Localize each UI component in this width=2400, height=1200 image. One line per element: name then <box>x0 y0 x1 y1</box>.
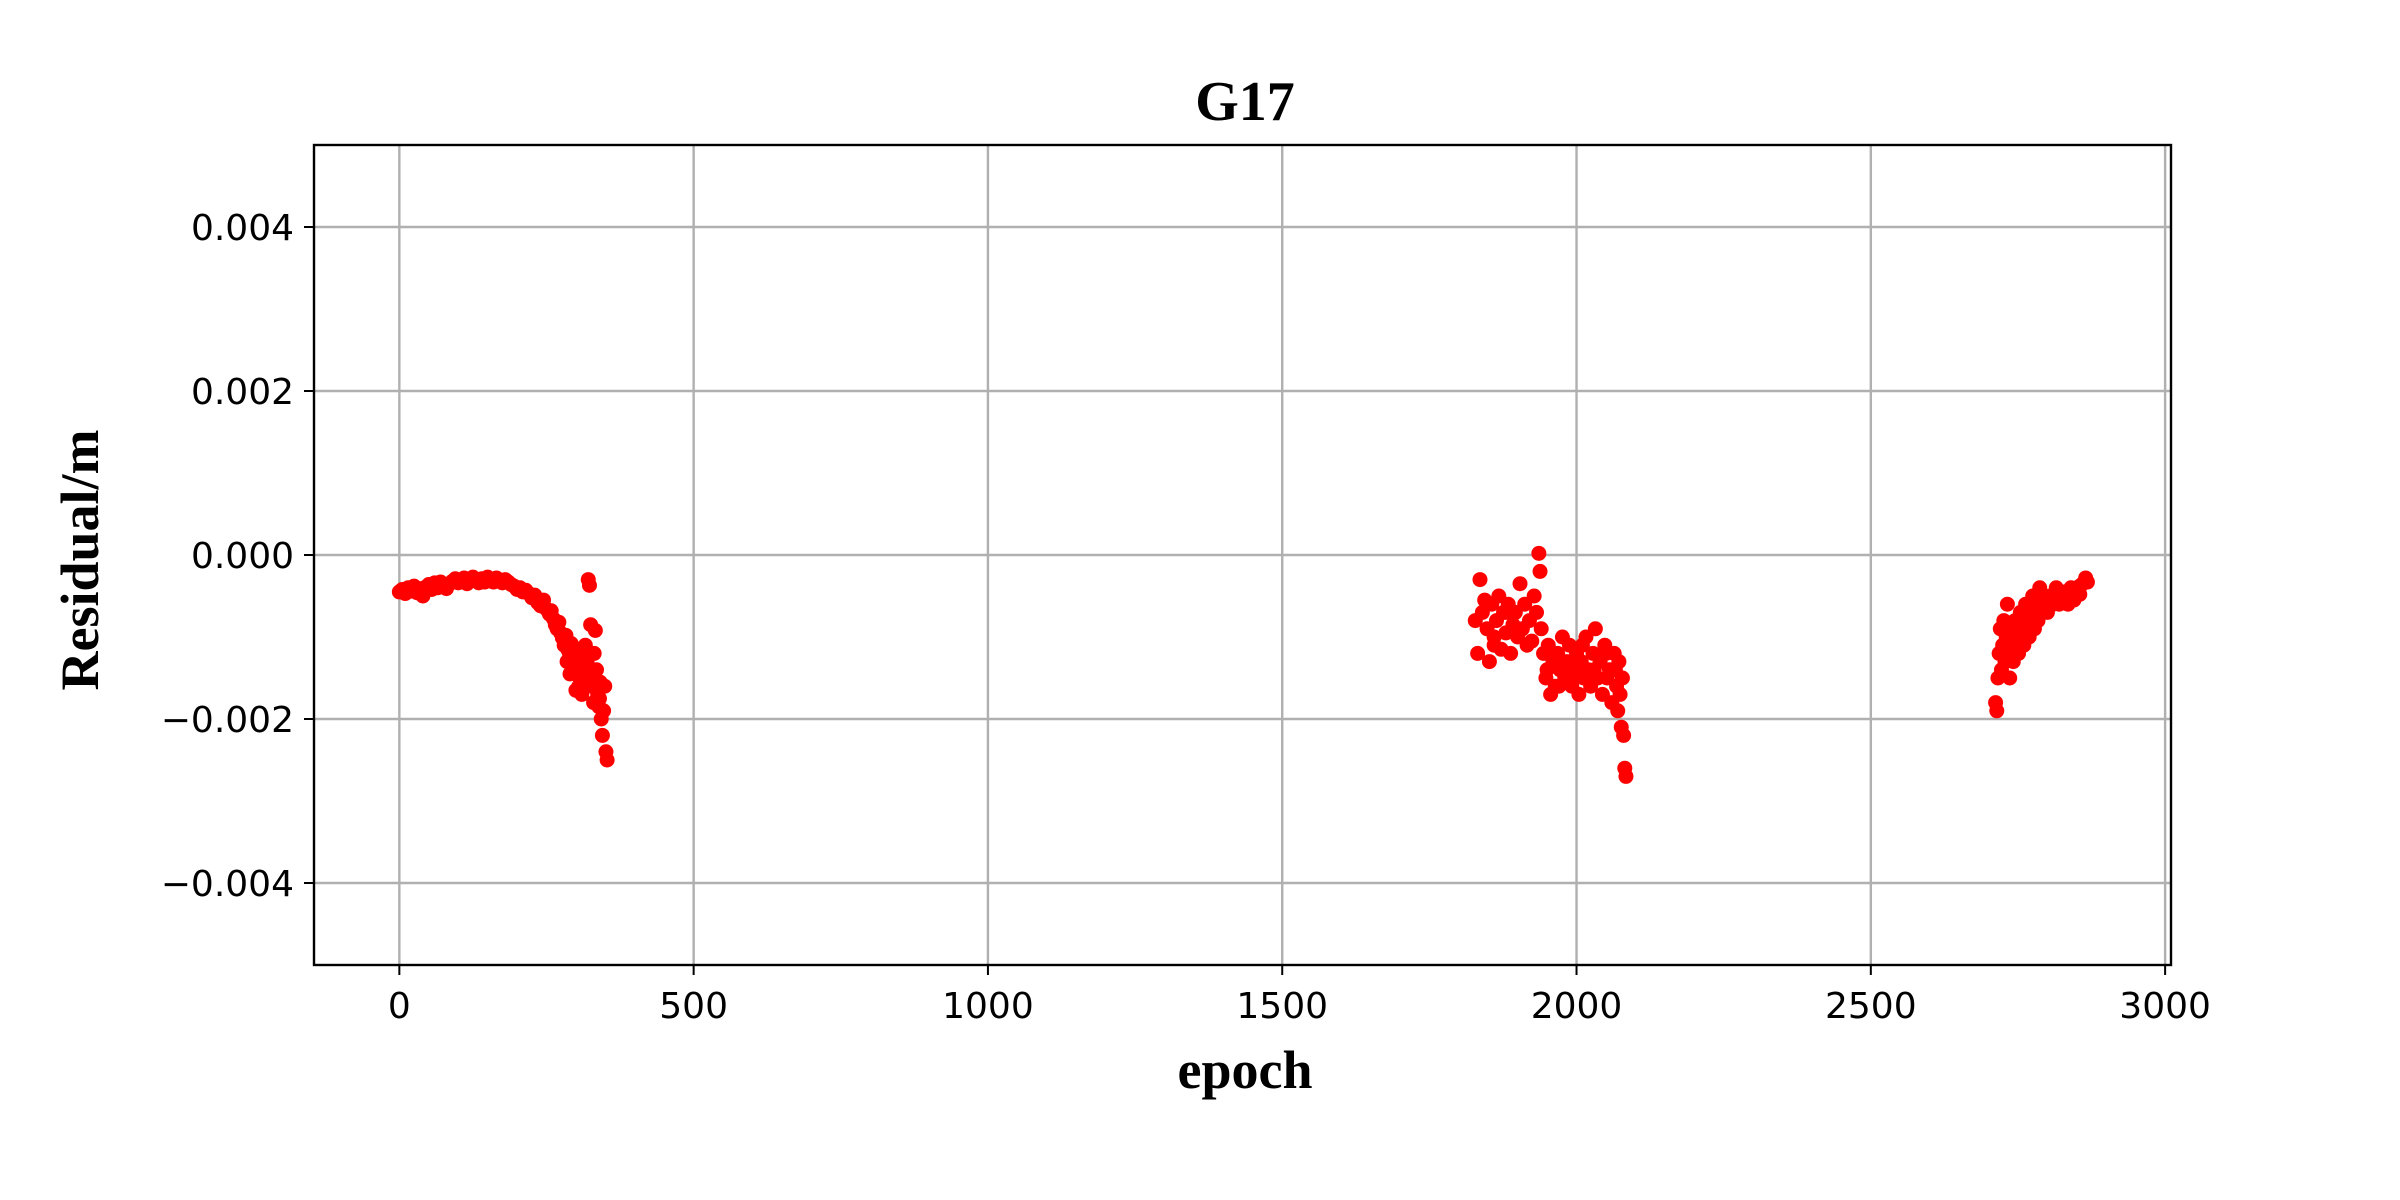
data-point <box>1470 645 1486 661</box>
data-point <box>1529 604 1545 620</box>
data-point <box>2002 670 2018 686</box>
data-point <box>2072 578 2088 594</box>
data-point <box>1598 645 1614 661</box>
data-point <box>1563 670 1579 686</box>
chart-title: G17 <box>1195 71 1295 133</box>
data-point <box>1503 645 1519 661</box>
data-point <box>596 703 612 719</box>
data-point <box>1512 576 1528 592</box>
data-point <box>1616 727 1632 743</box>
data-point <box>1539 662 1555 678</box>
data-point <box>1586 662 1602 678</box>
data-point <box>1551 678 1567 694</box>
data-point <box>1607 662 1623 678</box>
x-tick-label: 3000 <box>2119 986 2211 1027</box>
data-point <box>1531 545 1547 561</box>
x-tick-label: 500 <box>659 986 728 1027</box>
data-point <box>1999 596 2015 612</box>
y-tick-label: 0.004 <box>191 208 294 249</box>
data-point <box>587 622 603 638</box>
data-point <box>599 752 615 768</box>
data-point <box>559 654 575 670</box>
data-points-layer <box>391 545 2095 784</box>
data-point <box>1533 621 1549 637</box>
data-point <box>1618 768 1634 784</box>
y-tick-label: −0.002 <box>161 700 294 741</box>
x-tick-label: 1500 <box>1236 986 1328 1027</box>
y-axis-label: Residual/m <box>50 429 110 690</box>
data-point <box>577 658 593 674</box>
data-point <box>1532 563 1548 579</box>
data-point <box>591 691 607 706</box>
data-point <box>597 678 613 694</box>
data-point <box>1486 637 1502 653</box>
data-point <box>581 577 597 593</box>
x-tick-label: 2000 <box>1531 986 1623 1027</box>
data-point <box>571 678 587 694</box>
data-point <box>1472 572 1488 588</box>
x-tick-label: 2500 <box>1825 986 1917 1027</box>
data-point <box>594 727 610 743</box>
data-point <box>1571 686 1587 702</box>
data-point <box>1989 703 2005 719</box>
data-point <box>1481 654 1497 670</box>
data-point <box>1612 686 1628 702</box>
y-tick-label: 0.002 <box>191 372 294 413</box>
data-point <box>562 666 578 682</box>
x-tick-label: 0 <box>388 986 411 1027</box>
data-point <box>1510 621 1526 637</box>
x-axis-label: epoch <box>1178 1040 1313 1100</box>
data-point <box>1610 703 1626 719</box>
grid-layer <box>314 145 2171 965</box>
data-point <box>1587 621 1603 637</box>
data-point <box>1526 588 1542 604</box>
data-point <box>1498 604 1514 620</box>
y-tick-label: −0.004 <box>161 864 294 905</box>
data-point <box>1574 637 1590 653</box>
data-point <box>586 645 602 661</box>
data-point <box>1524 633 1540 649</box>
ticks-layer: 0 500 1000 1500 2000 2500 3000 0.004 0.002 0.000 −… <box>161 208 2211 1027</box>
y-tick-label: 0.000 <box>191 536 294 577</box>
x-tick-label: 1000 <box>942 986 1034 1027</box>
